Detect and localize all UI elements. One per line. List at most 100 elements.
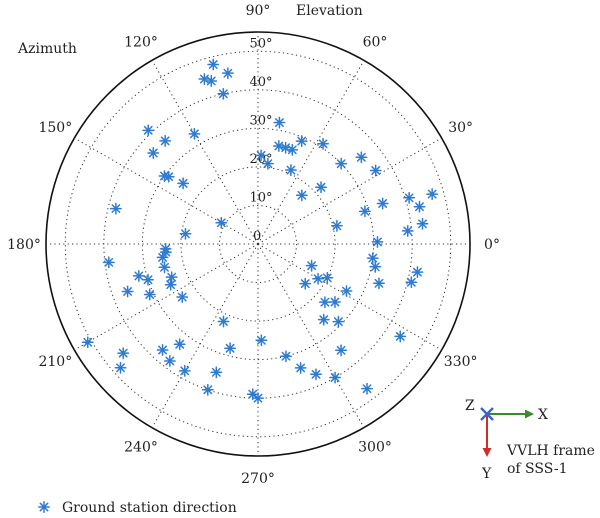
ground-station-point-46 (164, 278, 177, 291)
ground-station-point-35 (102, 256, 115, 269)
ground-station-point-26 (188, 127, 201, 140)
ground-station-point-23 (198, 73, 211, 85)
ground-station-point-77 (405, 276, 418, 289)
azimuth-tick-0: 0° (484, 237, 500, 253)
ground-station-point-28 (147, 147, 160, 159)
elevation-tick-50: 50° (249, 36, 272, 51)
ground-station-point-24 (221, 67, 234, 80)
grid-ring-30 (141, 127, 375, 361)
ground-station-point-37 (121, 285, 134, 298)
ground-station-point-12 (279, 141, 292, 154)
ground-station-point-33 (215, 216, 228, 229)
ground-station-point-57 (210, 366, 223, 379)
grid-spoke-30 (257, 137, 442, 245)
legend-asterisk-marker (38, 501, 50, 513)
ground-station-point-68 (318, 296, 331, 309)
ground-station-point-31 (162, 170, 175, 183)
ground-station-point-45 (143, 288, 156, 301)
ground-station-point-64 (310, 368, 322, 381)
ground-station-point-78 (366, 252, 379, 265)
ground-station-point-61 (255, 334, 268, 347)
ground-station-point-17 (261, 157, 274, 170)
ground-station-point-65 (329, 371, 342, 384)
ground-station-point-50 (114, 361, 127, 374)
ground-station-point-54 (178, 364, 191, 377)
ground-station-point-2 (413, 200, 426, 213)
ground-station-point-72 (340, 285, 353, 297)
ground-station-point-13 (295, 135, 308, 148)
ground-station-point-22 (205, 75, 218, 87)
ground-station-point-39 (158, 261, 171, 274)
azimuth-tick-210: 210° (38, 354, 72, 370)
ground-station-point-14 (273, 116, 286, 129)
frame-name-line1: VVLH frame (506, 443, 595, 459)
azimuth-axis-title: Azimuth (17, 41, 77, 57)
azimuth-tick-90: 90° (246, 3, 271, 19)
legend-entry-label: Ground station direction (62, 500, 237, 516)
ground-station-point-49 (117, 347, 130, 360)
ground-station-point-34 (109, 202, 122, 215)
angular-grid-spokes (46, 32, 470, 456)
ground-station-point-6 (330, 219, 343, 232)
ground-station-point-71 (312, 272, 325, 285)
ground-station-point-73 (321, 271, 334, 284)
legend: Ground station direction (38, 500, 237, 516)
y-axis-label: Y (481, 466, 492, 482)
ground-station-point-27 (142, 124, 155, 137)
elevation-tick-10: 10° (249, 190, 272, 205)
ground-station-point-7 (358, 205, 371, 218)
elevation-tick-40: 40° (249, 75, 272, 90)
ground-station-point-63 (294, 361, 307, 374)
ground-station-point-29 (159, 134, 172, 147)
ground-station-point-66 (332, 315, 345, 328)
ground-station-point-67 (317, 313, 330, 326)
z-axis-label: Z (465, 398, 475, 414)
ground-station-point-56 (201, 383, 214, 396)
ground-station-point-60 (252, 392, 264, 405)
ground-station-point-74 (305, 259, 318, 272)
elevation-tick-0: 0 (253, 229, 261, 244)
azimuth-tick-330: 330° (444, 354, 478, 370)
y-axis-arrowhead (482, 448, 492, 457)
ground-station-point-32 (177, 177, 190, 190)
ground-station-point-79 (401, 224, 414, 237)
ground-station-point-25 (217, 87, 230, 100)
vvlh-frame-indicator: Z X Y VVLH frame of SSS-1 (465, 398, 595, 482)
azimuth-tick-300: 300° (358, 440, 392, 456)
elevation-axis-title: Elevation (296, 3, 363, 19)
azimuth-tick-150: 150° (38, 120, 72, 136)
ground-station-point-9 (295, 189, 308, 202)
azimuth-tick-60: 60° (363, 34, 388, 50)
x-axis-arrowhead (525, 409, 534, 419)
ground-station-point-70 (329, 296, 341, 308)
grid-spoke-300 (257, 243, 365, 428)
elevation-tick-30: 30° (249, 113, 272, 128)
frame-name-line2: of SSS-1 (507, 461, 568, 477)
grid-spoke-240 (151, 243, 259, 428)
ground-station-point-16 (255, 149, 268, 162)
ground-station-point-43 (179, 227, 192, 240)
ground-station-point-55 (217, 315, 230, 328)
ground-station-point-8 (315, 181, 327, 194)
ground-station-point-19 (335, 157, 348, 170)
grid-spoke-60 (257, 60, 365, 245)
ground-station-point-83 (335, 344, 348, 357)
grid-ring-10 (218, 204, 298, 284)
ground-station-point-5 (371, 235, 384, 248)
ground-station-point-52 (173, 338, 186, 351)
grid-spoke-210 (74, 243, 259, 351)
ground-station-point-4 (369, 164, 382, 177)
azimuth-tick-180: 180° (7, 237, 41, 253)
ground-station-point-3 (376, 197, 389, 210)
azimuth-tick-30: 30° (448, 120, 473, 136)
grid-ring-20 (180, 166, 336, 322)
elevation-tick-labels: 010°20°30°40°50° (249, 36, 272, 244)
grid-spoke-330 (257, 243, 442, 351)
ground-station-point-76 (369, 260, 382, 273)
ground-station-point-36 (132, 269, 145, 282)
ground-station-point-1 (403, 191, 416, 204)
grid-ring-50 (64, 50, 452, 438)
azimuth-tick-270: 270° (241, 471, 275, 487)
ground-station-point-81 (394, 330, 407, 343)
ground-station-point-18 (317, 137, 330, 150)
